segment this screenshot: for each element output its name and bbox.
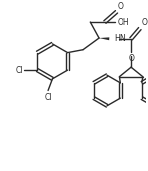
Text: Cl: Cl: [44, 93, 52, 102]
Text: O: O: [118, 2, 124, 11]
Text: Cl: Cl: [16, 66, 24, 75]
Text: HN: HN: [114, 34, 126, 43]
Text: O: O: [128, 54, 134, 63]
Text: OH: OH: [117, 18, 129, 27]
Text: O: O: [141, 18, 147, 27]
Polygon shape: [99, 37, 109, 40]
